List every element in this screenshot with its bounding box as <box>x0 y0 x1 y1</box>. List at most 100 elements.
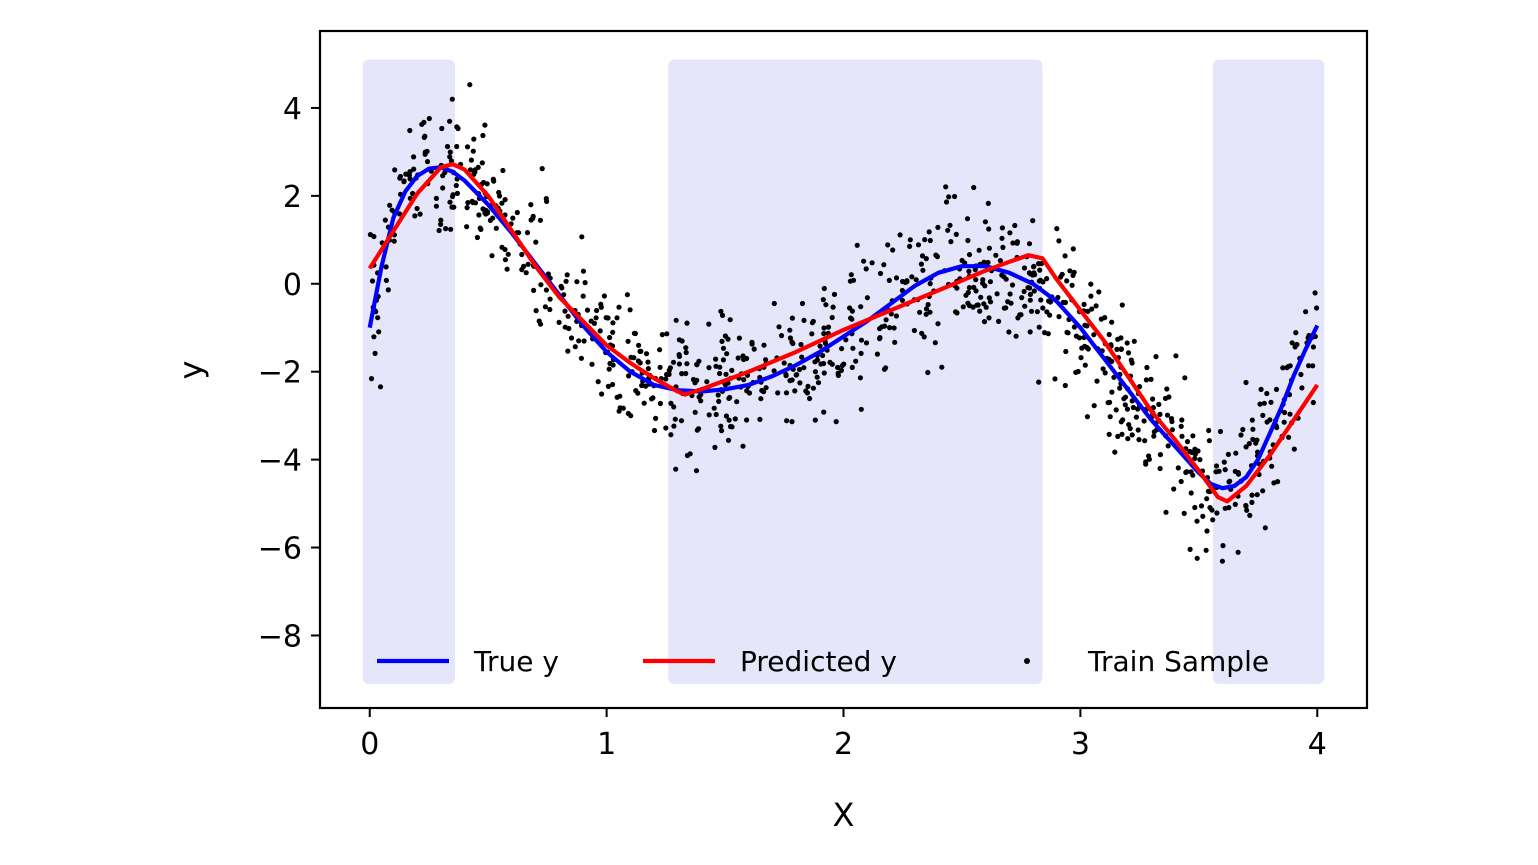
train-sample-point <box>594 307 600 314</box>
train-sample-point <box>787 327 793 333</box>
train-sample-point <box>761 342 767 348</box>
train-sample-point <box>1047 299 1053 305</box>
series-lines <box>367 162 1320 504</box>
train-sample-point <box>580 268 587 274</box>
train-sample-point <box>1069 282 1075 288</box>
train-sample-point <box>1281 419 1287 425</box>
train-sample-point <box>1225 451 1231 457</box>
train-sample-point <box>1142 438 1148 444</box>
train-sample-point <box>1216 468 1222 474</box>
train-sample-point <box>504 266 510 272</box>
train-sample-point <box>521 263 527 269</box>
train-sample-point <box>946 194 952 200</box>
train-sample-point <box>1064 278 1070 284</box>
train-sample-point <box>1021 288 1027 295</box>
train-sample-point <box>626 373 632 379</box>
train-sample-point <box>538 282 544 288</box>
train-sample-point <box>657 364 663 370</box>
train-sample-point <box>839 346 845 352</box>
train-sample-point <box>863 266 869 272</box>
train-sample-point <box>650 395 656 401</box>
train-sample-point <box>1157 465 1163 472</box>
train-sample-point <box>1190 472 1196 478</box>
train-sample-point <box>1250 426 1256 432</box>
train-sample-point <box>974 302 980 308</box>
train-sample-point <box>999 235 1005 241</box>
train-sample-point <box>1117 385 1123 391</box>
train-sample-point <box>643 383 649 389</box>
train-sample-point <box>1063 348 1069 355</box>
train-sample-point <box>1037 267 1043 273</box>
train-sample-point <box>1007 291 1013 297</box>
train-sample-point <box>907 237 913 243</box>
train-sample-point <box>1129 360 1135 366</box>
train-sample-point <box>1173 353 1179 359</box>
train-sample-point <box>582 280 588 286</box>
train-sample-point <box>829 361 835 367</box>
train-sample-point <box>664 331 670 337</box>
train-sample-point <box>480 132 486 139</box>
train-sample-point <box>447 149 453 155</box>
train-sample-point <box>1120 417 1126 423</box>
train-sample-point <box>1119 302 1125 308</box>
train-sample-point <box>411 166 417 172</box>
train-sample-point <box>469 198 475 204</box>
train-sample-point <box>966 285 973 291</box>
train-sample-point <box>543 196 549 202</box>
train-sample-point <box>1122 402 1128 408</box>
train-sample-point <box>923 311 929 317</box>
train-sample-point <box>1227 478 1233 484</box>
train-sample-point <box>657 400 664 407</box>
train-sample-point <box>1169 427 1175 433</box>
train-sample-point <box>375 315 381 321</box>
train-sample-point <box>850 345 856 351</box>
train-sample-point <box>1303 309 1309 315</box>
train-sample-point <box>820 297 826 303</box>
train-sample-point <box>1240 426 1246 433</box>
train-sample-point <box>628 413 634 419</box>
train-sample-point <box>1136 437 1142 443</box>
train-sample-point <box>1244 507 1250 513</box>
train-sample-point <box>706 365 712 371</box>
train-sample-point <box>438 217 444 223</box>
train-sample-point <box>1146 456 1152 462</box>
train-sample-point <box>999 225 1006 231</box>
train-sample-point <box>1013 333 1019 339</box>
train-sample-point <box>897 232 903 238</box>
train-sample-point <box>447 154 453 160</box>
train-sample-point <box>410 190 416 197</box>
train-sample-point <box>1178 423 1184 429</box>
x-tick-label: 3 <box>1071 727 1090 762</box>
train-sample-point <box>1027 285 1033 291</box>
train-sample-point <box>997 258 1004 264</box>
train-sample-point <box>999 272 1005 278</box>
train-sample-point <box>864 295 871 301</box>
train-sample-point <box>987 279 994 285</box>
train-sample-point <box>417 211 423 217</box>
train-sample-point <box>744 417 750 423</box>
train-sample-point <box>480 206 486 212</box>
train-sample-point <box>601 293 608 299</box>
train-sample-point <box>734 399 740 405</box>
train-sample-point <box>726 395 732 401</box>
train-sample-point <box>706 412 712 418</box>
train-sample-point <box>1137 384 1143 390</box>
train-sample-point <box>1287 411 1293 417</box>
train-sample-point <box>945 227 951 233</box>
train-sample-point <box>971 184 977 191</box>
train-sample-point <box>723 371 729 377</box>
train-sample-point <box>751 346 757 352</box>
train-sample-point <box>740 443 746 449</box>
train-sample-point <box>1293 330 1299 336</box>
train-sample-point <box>564 272 570 278</box>
train-sample-point <box>411 154 417 160</box>
train-sample-point <box>536 318 542 324</box>
train-sample-point <box>1294 341 1300 348</box>
train-sample-point <box>1030 218 1036 224</box>
train-sample-point <box>1088 281 1094 287</box>
train-sample-point <box>676 337 683 343</box>
train-sample-point <box>528 202 534 208</box>
train-sample-point <box>1192 504 1198 511</box>
train-sample-point <box>853 358 859 364</box>
train-sample-point <box>833 419 839 425</box>
